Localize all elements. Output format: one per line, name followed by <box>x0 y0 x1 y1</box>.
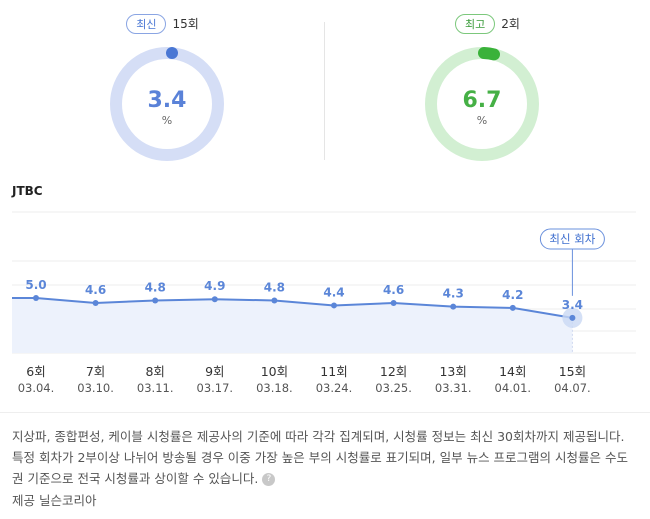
data-label: 4.8 <box>145 280 166 294</box>
x-tick-date: 03.31. <box>435 381 472 395</box>
latest-badge-row: 최신 15회 <box>0 14 325 34</box>
data-label: 4.9 <box>204 279 225 293</box>
latest-episode: 15회 <box>172 17 199 31</box>
data-label: 4.4 <box>323 285 344 299</box>
x-tick-date: 03.04. <box>18 381 55 395</box>
x-tick-date: 03.24. <box>316 381 353 395</box>
x-tick-episode: 10회 <box>261 364 288 379</box>
x-tick-date: 04.07. <box>554 381 591 395</box>
rating-notice: 지상파, 종합편성, 케이블 시청률은 제공사의 기준에 따라 각각 집계되며,… <box>12 426 638 489</box>
x-tick-episode: 15회 <box>559 364 586 379</box>
data-point <box>390 299 397 306</box>
x-tick-episode: 13회 <box>439 364 466 379</box>
gauge-divider <box>324 22 325 160</box>
help-icon[interactable]: ? <box>262 473 276 486</box>
x-tick-episode: 14회 <box>499 364 526 379</box>
data-label: 5.0 <box>25 278 46 292</box>
data-label: 3.4 <box>562 298 583 312</box>
latest-value: 3.4 <box>147 88 187 113</box>
highest-ring-marker <box>478 47 500 61</box>
latest-unit: % <box>161 114 173 127</box>
data-label: 4.6 <box>383 283 404 297</box>
x-tick-episode: 7회 <box>86 364 105 379</box>
x-tick-date: 03.18. <box>256 381 293 395</box>
x-tick-episode: 12회 <box>380 364 407 379</box>
x-tick-episode: 11회 <box>320 364 347 379</box>
latest-ring-marker <box>166 47 178 59</box>
latest-badge: 최신 <box>126 14 167 34</box>
data-point <box>450 303 457 310</box>
data-point <box>569 314 576 321</box>
latest-ring <box>110 47 224 161</box>
data-point <box>271 297 278 304</box>
section-divider <box>0 412 650 413</box>
data-point <box>33 295 39 301</box>
data-label: 4.3 <box>443 287 464 301</box>
x-tick-date: 04.01. <box>495 381 532 395</box>
data-point <box>92 299 99 306</box>
highest-badge-row: 최고 2회 <box>325 14 650 34</box>
x-tick-date: 03.17. <box>197 381 234 395</box>
data-provider: 제공 닐슨코리아 <box>12 493 97 508</box>
highest-badge: 최고 <box>455 14 496 34</box>
rating-notice-text: 지상파, 종합편성, 케이블 시청률은 제공사의 기준에 따라 각각 집계되며,… <box>12 429 629 486</box>
highest-episode: 2회 <box>501 17 520 31</box>
data-point <box>331 302 337 309</box>
x-tick-date: 03.11. <box>137 381 174 395</box>
data-point <box>152 297 159 304</box>
highest-ring <box>425 47 539 161</box>
highest-unit: % <box>476 114 488 127</box>
tooltip-box <box>539 228 605 250</box>
network-label: JTBC <box>12 184 43 198</box>
area-fill <box>12 298 573 353</box>
x-tick-episode: 6회 <box>26 364 45 379</box>
x-tick-date: 03.25. <box>375 381 412 395</box>
tooltip-label: 최신 회차 <box>549 232 595 246</box>
data-label: 4.6 <box>85 283 106 297</box>
data-point <box>509 304 516 311</box>
highest-value: 6.7 <box>462 88 502 113</box>
latest-rating-panel: 최신 15회 3.4 % <box>0 0 325 170</box>
data-label: 4.2 <box>502 288 523 302</box>
x-tick-episode: 9회 <box>205 364 224 379</box>
x-tick-episode: 8회 <box>145 364 164 379</box>
highest-rating-panel: 최고 2회 6.7 % <box>325 0 650 170</box>
data-point <box>211 296 218 303</box>
x-tick-date: 03.10. <box>77 381 114 395</box>
data-label: 4.8 <box>264 280 285 294</box>
rating-trend-chart: 5.0 6회 03.04. 4.6 7회 03.10. 4.8 8회 03.11. 4.9 9회 03… <box>12 211 636 395</box>
